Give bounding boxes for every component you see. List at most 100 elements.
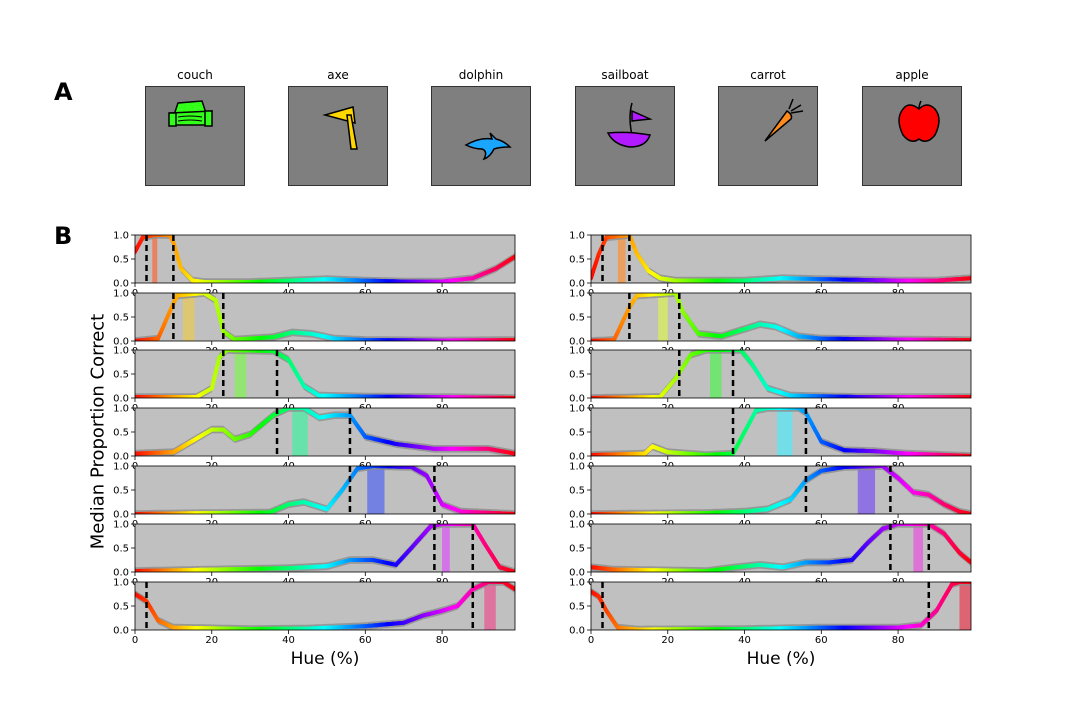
y-tick-label: 0.0 — [569, 279, 585, 290]
panel-b-label: B — [54, 222, 73, 250]
y-tick-label: 1.0 — [569, 346, 585, 357]
x-axis-label-right: Hue (%) — [746, 649, 816, 669]
y-tick-label: 0.0 — [113, 394, 129, 405]
x-tick-label: 60 — [815, 635, 828, 646]
y-tick-label: 0.0 — [569, 626, 585, 637]
highlight-band — [152, 235, 158, 283]
subplot-c1-r7: 0.0 0.5 1.0 0 20 40 60 80 — [113, 578, 516, 646]
x-tick-label: 40 — [282, 635, 295, 646]
confidence-band — [591, 408, 971, 456]
highlight-band — [182, 293, 195, 341]
highlight-band — [959, 582, 971, 630]
object-title-sailboat: sailboat — [601, 68, 649, 82]
plot-background — [591, 293, 971, 341]
x-tick-label: 60 — [359, 635, 372, 646]
object-image-couch — [145, 86, 245, 186]
apple-icon — [898, 100, 940, 142]
object-image-dolphin — [431, 86, 531, 186]
y-tick-label: 0.5 — [569, 602, 585, 613]
object-image-axe — [288, 86, 388, 186]
carrot-icon — [764, 98, 804, 142]
panel-a-label: A — [54, 78, 73, 106]
y-tick-label: 1.0 — [113, 289, 129, 300]
highlight-band — [658, 293, 668, 341]
highlight-band — [234, 350, 247, 398]
y-tick-label: 1.0 — [569, 520, 585, 531]
y-tick-label: 0.0 — [569, 510, 585, 521]
highlight-band — [913, 524, 924, 572]
confidence-band — [591, 582, 971, 630]
highlight-band — [777, 408, 793, 456]
y-tick-label: 0.5 — [113, 544, 129, 555]
confidence-band — [135, 350, 515, 398]
x-tick-label: 80 — [892, 635, 905, 646]
x-axis-label-left: Hue (%) — [290, 649, 360, 669]
y-tick-label: 0.5 — [113, 370, 129, 381]
y-tick-label: 1.0 — [113, 346, 129, 357]
x-tick-label: 20 — [661, 635, 674, 646]
y-tick-label: 0.0 — [113, 452, 129, 463]
y-tick-label: 1.0 — [113, 462, 129, 473]
y-tick-label: 1.0 — [569, 462, 585, 473]
highlight-band — [484, 582, 496, 630]
plot-background — [591, 582, 971, 630]
highlight-band — [617, 235, 626, 283]
y-tick-label: 1.0 — [569, 404, 585, 415]
y-tick-label: 0.5 — [569, 486, 585, 497]
object-title-axe: axe — [327, 68, 349, 82]
dolphin-icon — [464, 132, 512, 161]
y-tick-label: 1.0 — [113, 231, 129, 242]
subplot-c2-r7: 0.0 0.5 1.0 0 20 40 60 80 — [569, 578, 972, 646]
confidence-band — [135, 466, 515, 514]
object-image-carrot — [718, 86, 818, 186]
highlight-band — [292, 408, 308, 456]
object-title-carrot: carrot — [750, 68, 786, 82]
x-tick-label: 0 — [588, 635, 594, 646]
object-title-apple: apple — [895, 68, 929, 82]
highlight-band — [857, 466, 876, 514]
object-image-apple — [862, 86, 962, 186]
confidence-band — [591, 235, 971, 283]
x-tick-label: 0 — [132, 635, 138, 646]
y-tick-label: 0.5 — [113, 428, 129, 439]
y-axis-label: Median Proportion Correct — [87, 313, 109, 550]
x-tick-label: 80 — [436, 635, 449, 646]
axe-icon — [322, 106, 358, 150]
y-tick-label: 1.0 — [113, 578, 129, 589]
y-tick-label: 1.0 — [113, 520, 129, 531]
object-title-dolphin: dolphin — [458, 68, 504, 82]
y-tick-label: 1.0 — [569, 289, 585, 300]
y-tick-label: 1.0 — [569, 231, 585, 242]
x-tick-label: 40 — [738, 635, 751, 646]
highlight-band — [709, 350, 722, 398]
y-tick-label: 0.0 — [113, 568, 129, 579]
y-tick-label: 0.0 — [569, 452, 585, 463]
sailboat-icon — [606, 102, 653, 148]
plot-background — [135, 235, 515, 283]
y-tick-label: 1.0 — [113, 404, 129, 415]
highlight-band — [442, 524, 450, 572]
y-tick-label: 0.5 — [113, 486, 129, 497]
y-tick-label: 0.5 — [569, 255, 585, 266]
y-tick-label: 0.5 — [113, 313, 129, 324]
y-tick-label: 0.0 — [569, 394, 585, 405]
y-tick-label: 0.5 — [113, 602, 129, 613]
object-image-sailboat — [575, 86, 675, 186]
confidence-band — [135, 408, 515, 456]
confidence-band — [591, 293, 971, 341]
y-tick-label: 0.5 — [113, 255, 129, 266]
y-tick-label: 0.0 — [113, 626, 129, 637]
y-tick-label: 0.0 — [113, 337, 129, 348]
object-title-couch: couch — [177, 68, 213, 82]
y-tick-label: 0.0 — [569, 337, 585, 348]
